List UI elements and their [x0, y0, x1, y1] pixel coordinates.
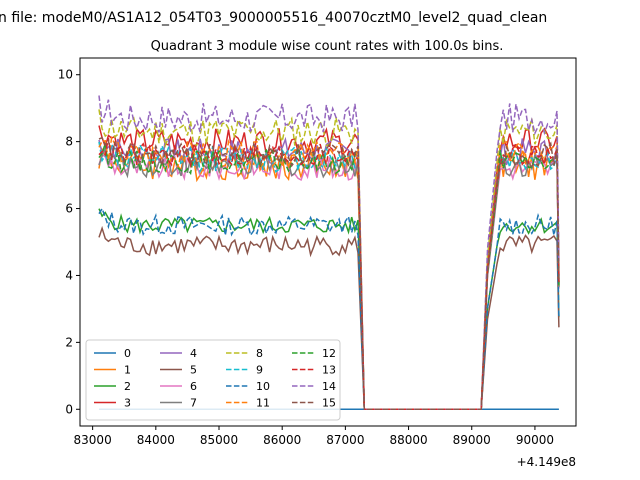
legend-box: [85, 339, 341, 421]
x-tick-label: 86000: [263, 433, 301, 447]
legend-label-5: 5: [190, 364, 197, 377]
series-line-10: [98, 207, 560, 411]
y-tick-label: 4: [65, 268, 73, 282]
series-line-7: [98, 145, 560, 411]
series-line-12: [98, 143, 560, 411]
series-line-14: [98, 95, 560, 411]
y-tick-label: 2: [65, 335, 73, 349]
legend-label-4: 4: [190, 347, 197, 360]
x-axis-ticks: 83000 84000 85000 86000 87000 88000 89000 90000: [74, 426, 554, 447]
legend-label-0: 0: [124, 347, 131, 360]
series-line-5: [98, 225, 560, 411]
x-tick-label: 84000: [137, 433, 175, 447]
y-tick-label: 10: [58, 68, 73, 82]
legend-label-1: 1: [124, 364, 131, 377]
x-tick-label: 83000: [74, 433, 112, 447]
legend-label-10: 10: [256, 380, 270, 393]
y-axis-ticks: 0 2 4 6 8 10: [58, 68, 80, 416]
series-line-15: [98, 136, 560, 411]
legend-label-12: 12: [322, 347, 336, 360]
series-line-13: [98, 137, 560, 411]
legend-label-9: 9: [256, 364, 263, 377]
legend-label-13: 13: [322, 364, 336, 377]
legend-label-14: 14: [322, 380, 336, 393]
legend-label-15: 15: [322, 397, 336, 410]
y-tick-label: 0: [65, 402, 73, 416]
series-line-11: [98, 135, 560, 411]
legend-label-8: 8: [256, 347, 263, 360]
legend-label-2: 2: [124, 380, 131, 393]
legend-label-6: 6: [190, 380, 197, 393]
legend-label-3: 3: [124, 397, 131, 410]
axes-frame: [79, 57, 577, 427]
legend-label-11: 11: [256, 397, 270, 410]
x-tick-label: 89000: [453, 433, 491, 447]
x-tick-label: 87000: [326, 433, 364, 447]
plot-lines: [98, 95, 560, 411]
chart-title: Quadrant 3 module wise count rates with …: [151, 39, 504, 54]
y-tick-label: 6: [65, 202, 73, 216]
series-line-2: [98, 208, 560, 411]
x-tick-label: 88000: [389, 433, 427, 447]
legend-label-7: 7: [190, 397, 197, 410]
x-axis-offset-label: +4.149e8: [517, 455, 576, 469]
y-tick-label: 8: [65, 135, 73, 149]
x-tick-label: 90000: [516, 433, 554, 447]
figure-suptitle: n file: modeM0/AS1A12_054T03_9000005516_…: [0, 10, 547, 26]
x-tick-label: 85000: [200, 433, 238, 447]
